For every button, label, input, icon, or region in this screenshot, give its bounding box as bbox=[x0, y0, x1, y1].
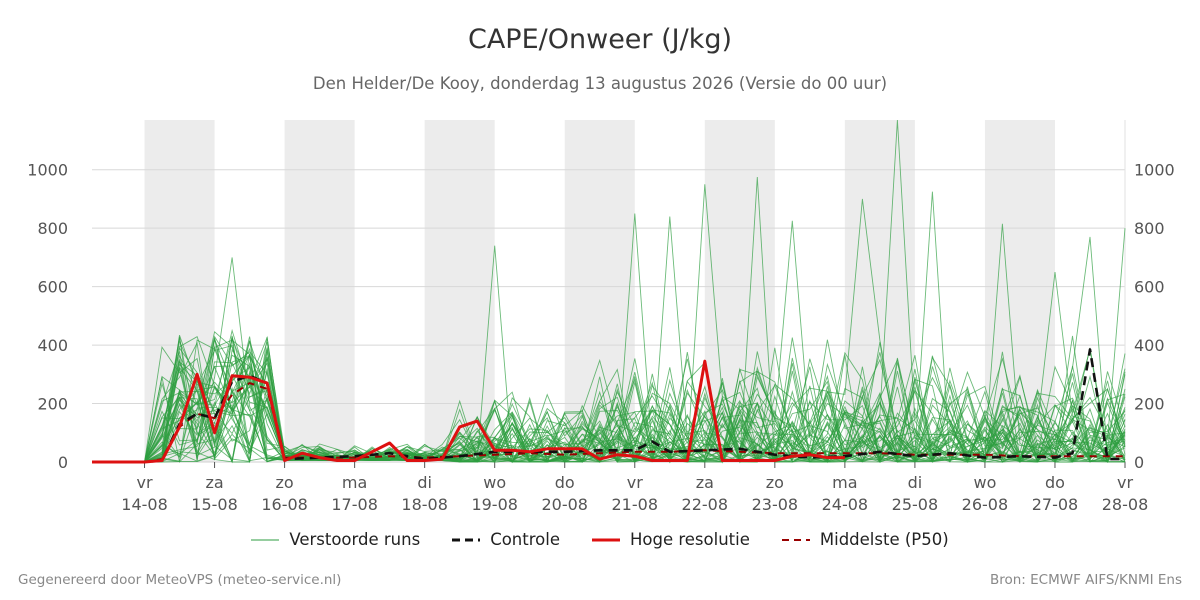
x-tick-date-label: 18-08 bbox=[401, 495, 448, 514]
y-tick-label-right: 0 bbox=[1134, 453, 1144, 472]
series-line-hoge-resolutie bbox=[92, 359, 845, 464]
weekend-band bbox=[424, 120, 495, 462]
x-tick-day-label: zo bbox=[275, 473, 293, 492]
ensemble-member-line bbox=[92, 198, 1126, 463]
x-tick-day-label: za bbox=[696, 473, 714, 492]
x-tick-day-label: do bbox=[1045, 473, 1065, 492]
x-tick-day-label: wo bbox=[973, 473, 996, 492]
x-tick-day-label: ma bbox=[832, 473, 857, 492]
y-tick-label-right: 200 bbox=[1134, 395, 1165, 414]
y-tick-label-left: 800 bbox=[37, 219, 68, 238]
x-tick-day-label: do bbox=[555, 473, 575, 492]
y-tick-label-left: 0 bbox=[58, 453, 68, 472]
legend-label-ensemble: Verstoorde runs bbox=[289, 530, 421, 549]
legend-item-ensemble: Verstoorde runs bbox=[251, 530, 420, 549]
ensemble-member-line bbox=[92, 339, 1126, 463]
ensemble-member-line bbox=[92, 335, 1126, 463]
series-line-controle bbox=[92, 348, 1125, 464]
chart-title: CAPE/Onweer (J/kg) bbox=[467, 24, 732, 55]
x-tick-date-label: 25-08 bbox=[892, 495, 939, 514]
x-tick-day-label: za bbox=[205, 473, 223, 492]
x-tick-date-label: 28-08 bbox=[1102, 495, 1149, 514]
ensemble-member-line bbox=[92, 184, 1126, 463]
chart-subtitle: Den Helder/De Kooy, donderdag 13 augustu… bbox=[312, 74, 888, 93]
legend: Verstoorde runs Controle Hoge resolutie … bbox=[0, 530, 1200, 549]
ensemble-member-line bbox=[92, 336, 1126, 464]
footer-source: Bron: ECMWF AIFS/KNMI Ens bbox=[989, 572, 1182, 588]
x-tick-day-label: vr bbox=[627, 473, 643, 492]
y-tick-label-left: 400 bbox=[37, 336, 68, 355]
x-tick-date-label: 24-08 bbox=[822, 495, 869, 514]
x-tick-day-label: zo bbox=[766, 473, 784, 492]
legend-swatch-ensemble bbox=[251, 539, 280, 540]
legend-swatch-hires bbox=[591, 538, 620, 541]
x-tick-date-label: 19-08 bbox=[471, 495, 518, 514]
x-tick-day-label: di bbox=[417, 473, 432, 492]
legend-item-hires: Hoge resolutie bbox=[591, 530, 750, 549]
x-tick-date-label: 26-08 bbox=[962, 495, 1009, 514]
x-tick-date-label: 17-08 bbox=[331, 495, 378, 514]
x-tick-day-label: vr bbox=[137, 473, 153, 492]
ensemble-member-line bbox=[92, 335, 1126, 463]
x-tick-day-label: di bbox=[908, 473, 923, 492]
legend-item-control: Controle bbox=[452, 530, 560, 549]
y-tick-label-right: 1000 bbox=[1134, 161, 1175, 180]
weekend-band bbox=[984, 120, 1055, 462]
x-tick-day-label: vr bbox=[1117, 473, 1133, 492]
legend-swatch-control bbox=[452, 538, 481, 541]
ensemble-member-line bbox=[92, 271, 1126, 463]
x-tick-day-label: ma bbox=[342, 473, 367, 492]
y-tick-label-right: 800 bbox=[1134, 219, 1165, 238]
x-tick-date-label: 27-08 bbox=[1032, 495, 1079, 514]
ensemble-member-line bbox=[92, 345, 1126, 463]
legend-item-median: Middelste (P50) bbox=[781, 530, 949, 549]
weekend-band bbox=[284, 120, 355, 462]
x-tick-date-label: 23-08 bbox=[752, 495, 799, 514]
weekend-band bbox=[844, 120, 915, 462]
legend-label-median: Middelste (P50) bbox=[819, 530, 949, 549]
x-tick-date-label: 21-08 bbox=[612, 495, 659, 514]
legend-swatch-median bbox=[781, 538, 810, 541]
x-tick-date-label: 22-08 bbox=[682, 495, 729, 514]
y-tick-label-left: 600 bbox=[37, 278, 68, 297]
y-tick-label-right: 400 bbox=[1134, 336, 1165, 355]
legend-label-hires: Hoge resolutie bbox=[629, 530, 750, 549]
legend-label-control: Controle bbox=[490, 530, 560, 549]
y-tick-label-right: 600 bbox=[1134, 278, 1165, 297]
ensemble-member-line bbox=[92, 220, 1126, 463]
x-tick-day-label: wo bbox=[483, 473, 506, 492]
x-tick-date-label: 16-08 bbox=[261, 495, 308, 514]
x-tick-date-label: 15-08 bbox=[191, 495, 238, 514]
x-tick-date-label: 14-08 bbox=[121, 495, 168, 514]
ensemble-member-line bbox=[92, 345, 1126, 463]
y-tick-label-left: 200 bbox=[37, 395, 68, 414]
footer-generated-by: Gegenereerd door MeteoVPS (meteo-service… bbox=[18, 572, 342, 588]
y-tick-label-left: 1000 bbox=[27, 161, 68, 180]
x-tick-date-label: 20-08 bbox=[541, 495, 588, 514]
